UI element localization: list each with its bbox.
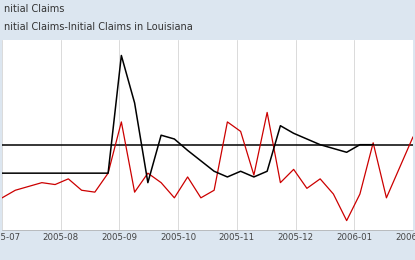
Text: nitial Claims-Initial Claims in Louisiana: nitial Claims-Initial Claims in Louisian… (4, 22, 193, 32)
Text: nitial Claims: nitial Claims (4, 4, 64, 14)
